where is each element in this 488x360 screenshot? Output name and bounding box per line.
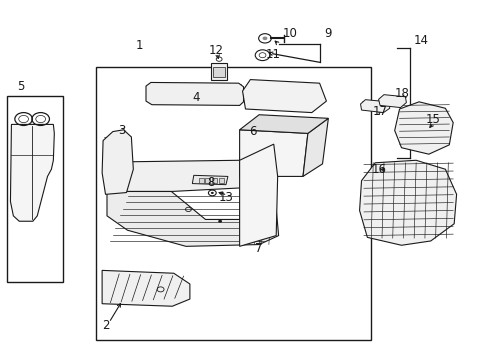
Text: 7: 7 (255, 242, 263, 255)
Polygon shape (239, 130, 307, 176)
Text: 3: 3 (118, 124, 125, 137)
Polygon shape (359, 160, 456, 245)
Text: 18: 18 (394, 87, 409, 100)
Bar (213, 67, 224, 77)
Text: 1: 1 (136, 39, 143, 52)
Text: 13: 13 (218, 192, 233, 204)
Text: 2: 2 (102, 319, 109, 332)
Bar (205, 178, 210, 183)
Text: 17: 17 (372, 105, 387, 118)
Polygon shape (394, 102, 452, 154)
Polygon shape (360, 100, 389, 113)
Bar (96, 67, 370, 339)
Text: 8: 8 (207, 176, 215, 189)
Bar (211, 63, 226, 80)
Bar (6, 96, 62, 282)
Polygon shape (107, 192, 278, 246)
Text: 6: 6 (249, 125, 257, 138)
Polygon shape (102, 270, 189, 306)
Polygon shape (107, 144, 274, 192)
Bar (219, 178, 224, 183)
Polygon shape (146, 82, 243, 105)
Text: 15: 15 (425, 113, 439, 126)
Polygon shape (239, 115, 328, 134)
Circle shape (262, 37, 267, 40)
Bar (198, 178, 203, 183)
Polygon shape (242, 80, 326, 113)
Polygon shape (378, 95, 406, 108)
Circle shape (210, 192, 213, 194)
Text: 4: 4 (192, 91, 199, 104)
Circle shape (218, 220, 222, 223)
Polygon shape (192, 175, 227, 185)
Text: 12: 12 (208, 44, 224, 57)
Text: 9: 9 (324, 27, 331, 40)
Polygon shape (303, 118, 328, 176)
Text: 14: 14 (413, 34, 427, 48)
Text: 11: 11 (264, 48, 280, 61)
Text: 10: 10 (283, 27, 297, 40)
Polygon shape (10, 125, 54, 221)
Text: 16: 16 (371, 163, 386, 176)
Bar (212, 178, 217, 183)
Polygon shape (239, 144, 277, 246)
Polygon shape (102, 130, 133, 194)
Text: 5: 5 (18, 80, 25, 93)
